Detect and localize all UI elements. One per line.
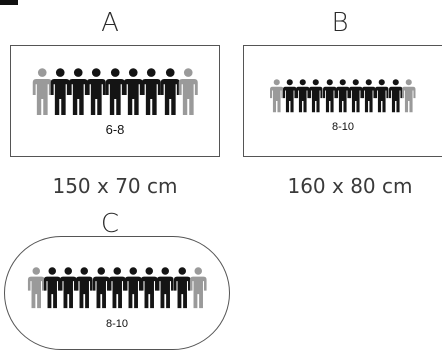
- table-a-capacity: 6-8: [105, 122, 125, 137]
- table-a-people: [10, 68, 220, 116]
- guest-person-icon: [92, 267, 110, 309]
- corner-mark: [0, 0, 18, 5]
- guest-person-icon: [322, 79, 337, 113]
- table-b-letter: B: [331, 8, 349, 38]
- guest-person-icon: [375, 79, 389, 113]
- guest-person-icon: [348, 79, 363, 113]
- guest-person-icon: [50, 68, 70, 115]
- guest-person-icon: [76, 267, 93, 309]
- guest-person-icon: [388, 79, 403, 113]
- guest-person-icon: [60, 267, 77, 309]
- guest-person-icon: [105, 68, 125, 115]
- guest-person-icon: [157, 267, 174, 309]
- table-c-people: [4, 267, 230, 309]
- host-person-icon: [269, 79, 284, 113]
- guest-person-icon: [296, 79, 310, 113]
- table-a-size: 150 x 70 cm: [52, 174, 178, 198]
- guest-person-icon: [68, 68, 88, 115]
- host-person-icon: [178, 68, 198, 115]
- guest-person-icon: [309, 79, 323, 113]
- table-c-letter: C: [100, 209, 120, 239]
- table-b-people: [243, 79, 442, 113]
- guest-person-icon: [43, 267, 61, 309]
- guest-person-icon: [160, 68, 180, 115]
- table-a-letter: A: [101, 8, 119, 38]
- guest-person-icon: [335, 79, 350, 113]
- host-person-icon: [27, 267, 45, 309]
- guest-person-icon: [362, 79, 376, 113]
- table-b-size: 160 x 80 cm: [287, 174, 413, 198]
- guest-person-icon: [87, 68, 107, 115]
- table-c-capacity: 8-10: [105, 318, 129, 330]
- guest-person-icon: [282, 79, 297, 113]
- host-person-icon: [32, 68, 52, 115]
- host-person-icon: [189, 267, 207, 309]
- table-b-capacity: 8-10: [331, 121, 355, 133]
- guest-person-icon: [142, 68, 162, 115]
- guest-person-icon: [123, 68, 143, 115]
- host-person-icon: [401, 79, 416, 113]
- guest-person-icon: [108, 267, 126, 309]
- table-b-outline: [243, 45, 442, 157]
- guest-person-icon: [173, 267, 191, 309]
- guest-person-icon: [141, 267, 158, 309]
- guest-person-icon: [124, 267, 142, 309]
